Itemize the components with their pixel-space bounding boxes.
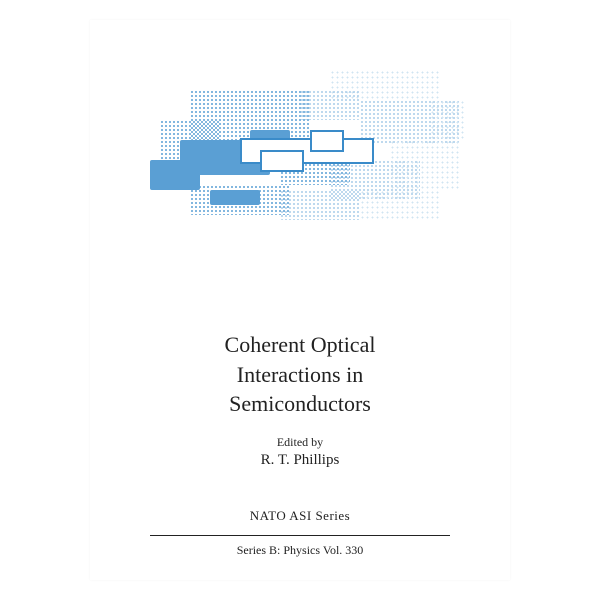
- art-shape: [360, 190, 440, 220]
- title-line-3: Semiconductors: [229, 391, 371, 416]
- art-outline: [310, 130, 344, 152]
- edited-by-label: Edited by: [90, 435, 510, 450]
- title-block: Coherent Optical Interactions in Semicon…: [90, 330, 510, 469]
- title-line-1: Coherent Optical: [225, 332, 376, 357]
- series-detail: Series B: Physics Vol. 330: [90, 543, 510, 558]
- title-line-2: Interactions in: [237, 362, 363, 387]
- art-shape: [430, 100, 465, 140]
- book-cover: Coherent Optical Interactions in Semicon…: [90, 20, 510, 580]
- art-shape: [210, 190, 260, 205]
- book-title: Coherent Optical Interactions in Semicon…: [90, 330, 510, 419]
- editor-name: R. T. Phillips: [90, 452, 510, 469]
- art-shape: [390, 140, 460, 190]
- cover-art: [130, 60, 470, 240]
- divider: [150, 535, 450, 536]
- art-outline: [260, 150, 304, 172]
- art-shape: [280, 190, 360, 220]
- series-name: NATO ASI Series: [90, 508, 510, 524]
